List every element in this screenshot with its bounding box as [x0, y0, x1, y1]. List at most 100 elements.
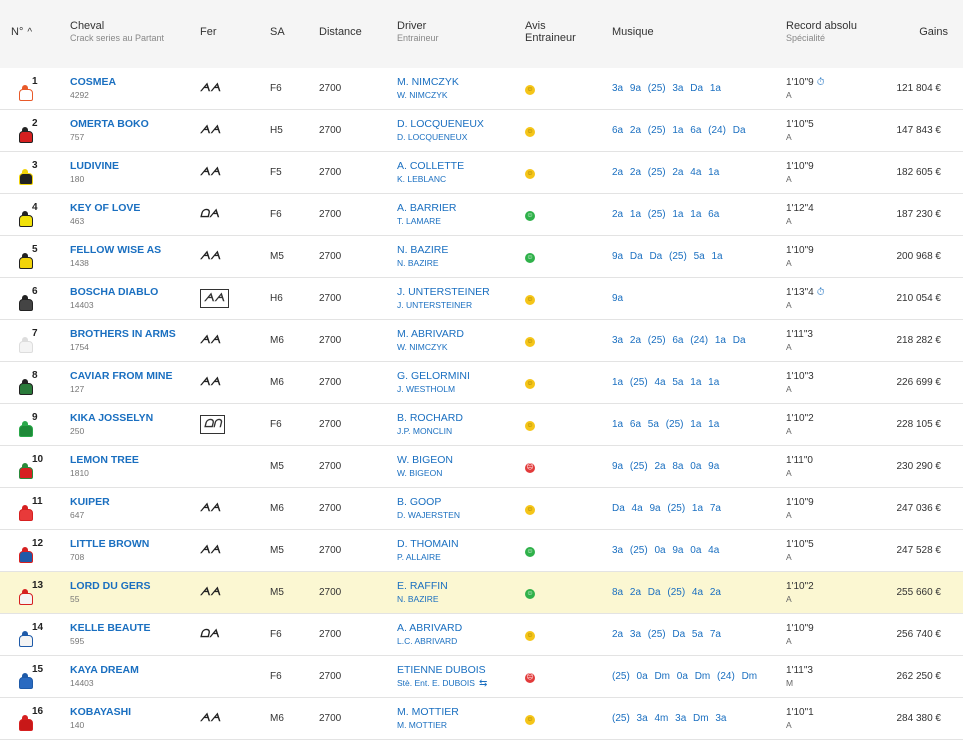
- horse-name-link[interactable]: OMERTA BOKO: [70, 118, 149, 130]
- table-row[interactable]: 16 KOBAYASHI 140 ᗅᗅ M6 2700 M. MOTTIER M. MOTTI…: [0, 698, 963, 740]
- horse-cell: KUIPER 647: [70, 488, 200, 530]
- trainer-name-link[interactable]: D. WAJERSTEN: [397, 510, 460, 520]
- table-row[interactable]: 14 KELLE BEAUTE 595 ᗝᗅ F6 2700 A. ABRIVARD L.C.…: [0, 614, 963, 656]
- header-fer[interactable]: Fer: [200, 0, 270, 68]
- table-row[interactable]: 8 CAVIAR FROM MINE 127 ᗅᗅ M6 2700 G. GELORMINI…: [0, 362, 963, 404]
- driver-name-link[interactable]: D. THOMAIN: [397, 538, 459, 550]
- musique-text[interactable]: 9a (25) 2a 8a 0a 9a: [612, 461, 720, 472]
- horse-name-link[interactable]: CAVIAR FROM MINE: [70, 370, 173, 382]
- musique-text[interactable]: 3a 9a (25) 3a Da 1a: [612, 83, 721, 94]
- horse-name-link[interactable]: KAYA DREAM: [70, 664, 139, 676]
- driver-name-link[interactable]: M. NIMCZYK: [397, 76, 459, 88]
- table-row[interactable]: 2 OMERTA BOKO 757 ᗅᗅ H5 2700 D. LOCQUENEUX D. L…: [0, 110, 963, 152]
- horse-name-link[interactable]: LEMON TREE: [70, 454, 139, 466]
- musique-text[interactable]: 2a 1a (25) 1a 1a 6a: [612, 209, 720, 220]
- header-num[interactable]: N° ^: [0, 0, 70, 68]
- driver-name-link[interactable]: E. RAFFIN: [397, 580, 448, 592]
- trainer-name-link[interactable]: T. LAMARE: [397, 216, 441, 226]
- driver-name-link[interactable]: D. LOCQUENEUX: [397, 118, 484, 130]
- trainer-name-link[interactable]: W. NIMCZYK: [397, 90, 448, 100]
- driver-name-link[interactable]: A. BARRIER: [397, 202, 457, 214]
- trainer-name-link[interactable]: W. BIGEON: [397, 468, 443, 478]
- trainer-name-link[interactable]: N. BAZIRE: [397, 594, 439, 604]
- table-row[interactable]: 9 KIKA JOSSELYN 250 ᗝᑎ F6 2700 B. ROCHARD J.P. …: [0, 404, 963, 446]
- trainer-name-link[interactable]: Stè. Ent. E. DUBOIS: [397, 677, 475, 688]
- trainer-name-link[interactable]: D. LOCQUENEUX: [397, 132, 468, 142]
- driver-name-link[interactable]: J. UNTERSTEINER: [397, 286, 490, 298]
- trainer-name-link[interactable]: J.P. MONCLIN: [397, 426, 453, 436]
- table-row[interactable]: 1 COSMEA 4292 ᗅᗅ F6 2700 M. NIMCZYK W. NIMCZYK ☺…: [0, 68, 963, 110]
- musique-text[interactable]: 1a (25) 4a 5a 1a 1a: [612, 377, 720, 388]
- trainer-name-link[interactable]: K. LEBLANC: [397, 174, 447, 184]
- trainer-name-link[interactable]: L.C. ABRIVARD: [397, 636, 458, 646]
- horse-name-link[interactable]: FELLOW WISE AS: [70, 244, 162, 256]
- driver-name-link[interactable]: ETIENNE DUBOIS: [397, 663, 486, 676]
- driver-name-link[interactable]: A. COLLETTE: [397, 160, 465, 172]
- musique-text[interactable]: 3a 2a (25) 6a (24) 1a Da: [612, 335, 746, 346]
- table-row[interactable]: 7 BROTHERS IN ARMS 1754 ᗅᗅ M6 2700 M. ABRIVARD…: [0, 320, 963, 362]
- swap-icon[interactable]: ⇆: [478, 677, 488, 689]
- horse-name-link[interactable]: KIKA JOSSELYN: [70, 412, 154, 424]
- musique-text[interactable]: 9a: [612, 293, 624, 304]
- table-row[interactable]: 12 LITTLE BROWN 708 ᗅᗅ M5 2700 D. THOMAIN P. AL…: [0, 530, 963, 572]
- header-record[interactable]: Record absolu Spécialité: [786, 0, 881, 68]
- musique-text[interactable]: (25) 0a Dm 0a Dm (24) Dm: [612, 671, 758, 682]
- horse-name-link[interactable]: BOSCHA DIABLO: [70, 286, 159, 298]
- musique-text[interactable]: (25) 3a 4m 3a Dm 3a: [612, 713, 727, 724]
- header-sa[interactable]: SA: [270, 0, 319, 68]
- table-row[interactable]: 5 FELLOW WISE AS 1438 ᗅᗅ M5 2700 N. BAZIRE N. B…: [0, 236, 963, 278]
- horse-name-link[interactable]: LUDIVINE: [70, 160, 120, 172]
- horse-name-link[interactable]: LITTLE BROWN: [70, 538, 150, 550]
- table-row[interactable]: 10 LEMON TREE 1810 M5 2700 W. BIGEON W. BIGEON…: [0, 446, 963, 488]
- driver-name-link[interactable]: W. BIGEON: [397, 454, 454, 466]
- trainer-name-link[interactable]: J. WESTHOLM: [397, 384, 456, 394]
- trainer-name-link[interactable]: M. MOTTIER: [397, 720, 448, 730]
- horse-name-link[interactable]: KUIPER: [70, 496, 110, 508]
- horse-name-link[interactable]: COSMEA: [70, 76, 117, 88]
- driver-name-link[interactable]: M. MOTTIER: [397, 706, 459, 718]
- header-driver[interactable]: Driver Entraineur: [397, 0, 525, 68]
- driver-name-link[interactable]: A. ABRIVARD: [397, 622, 463, 634]
- gains-cell: 262 250 €: [896, 671, 942, 682]
- horse-cell: FELLOW WISE AS 1438: [70, 236, 200, 278]
- record-time: 1'10"2: [786, 412, 881, 425]
- table-row[interactable]: 6 BOSCHA DIABLO 14403 ᗅᗅ H6 2700 J. UNTERSTEIN…: [0, 278, 963, 320]
- trainer-name-link[interactable]: P. ALLAIRE: [397, 552, 441, 562]
- musique-text[interactable]: 2a 3a (25) Da 5a 7a: [612, 629, 721, 640]
- silk-body: [19, 131, 33, 143]
- trainer-name-link[interactable]: W. NIMCZYK: [397, 342, 448, 352]
- horse-name-link[interactable]: LORD DU GERS: [70, 580, 151, 592]
- driver-name-link[interactable]: N. BAZIRE: [397, 244, 449, 256]
- header-horse[interactable]: Cheval Crack series au Partant: [70, 0, 200, 68]
- musique-text[interactable]: 6a 2a (25) 1a 6a (24) Da: [612, 125, 746, 136]
- horse-name-link[interactable]: KEY OF LOVE: [70, 202, 141, 214]
- musique-text[interactable]: 2a 2a (25) 2a 4a 1a: [612, 167, 720, 178]
- musique-text[interactable]: 1a 6a 5a (25) 1a 1a: [612, 419, 720, 430]
- horse-name-link[interactable]: BROTHERS IN ARMS: [70, 328, 176, 340]
- driver-name-link[interactable]: B. GOOP: [397, 496, 442, 508]
- table-row[interactable]: 11 KUIPER 647 ᗅᗅ M6 2700 B. GOOP D. WAJERSTEN ☺ D…: [0, 488, 963, 530]
- trainer-name-link[interactable]: J. UNTERSTEINER: [397, 300, 473, 310]
- table-row[interactable]: 4 KEY OF LOVE 463 ᗝᗅ F6 2700 A. BARRIER T. LAMA…: [0, 194, 963, 236]
- sort-asc-icon[interactable]: ^: [27, 27, 33, 38]
- header-musique[interactable]: Musique: [612, 0, 786, 68]
- horse-name-link[interactable]: KELLE BEAUTE: [70, 622, 151, 634]
- table-row[interactable]: 3 LUDIVINE 180 ᗅᗅ F5 2700 A. COLLETTE K. LEBLAN…: [0, 152, 963, 194]
- gains-cell: 284 380 €: [896, 713, 942, 724]
- musique-text[interactable]: 3a (25) 0a 9a 0a 4a: [612, 545, 720, 556]
- driver-name-link[interactable]: B. ROCHARD: [397, 412, 463, 424]
- record-time: 1'10"3: [786, 370, 881, 383]
- trainer-name-link[interactable]: N. BAZIRE: [397, 258, 439, 268]
- horse-name-link[interactable]: KOBAYASHI: [70, 706, 132, 718]
- header-avis[interactable]: Avis Entraineur: [525, 0, 612, 68]
- table-row[interactable]: 15 KAYA DREAM 14403 F6 2700 ETIENNE DUBOIS Stè…: [0, 656, 963, 698]
- musique-text[interactable]: 8a 2a Da (25) 4a 2a: [612, 587, 721, 598]
- driver-name-link[interactable]: G. GELORMINI: [397, 370, 470, 382]
- musique-text[interactable]: 9a Da Da (25) 5a 1a: [612, 251, 723, 262]
- driver-name-link[interactable]: M. ABRIVARD: [397, 328, 464, 340]
- header-gains[interactable]: Gains: [881, 0, 963, 68]
- musique-text[interactable]: Da 4a 9a (25) 1a 7a: [612, 503, 721, 514]
- header-distance[interactable]: Distance: [319, 0, 397, 68]
- silk-body: [19, 719, 33, 731]
- table-row[interactable]: 13 LORD DU GERS 55 ᗅᗅ M5 2700 E. RAFFIN N. BAZI…: [0, 571, 963, 614]
